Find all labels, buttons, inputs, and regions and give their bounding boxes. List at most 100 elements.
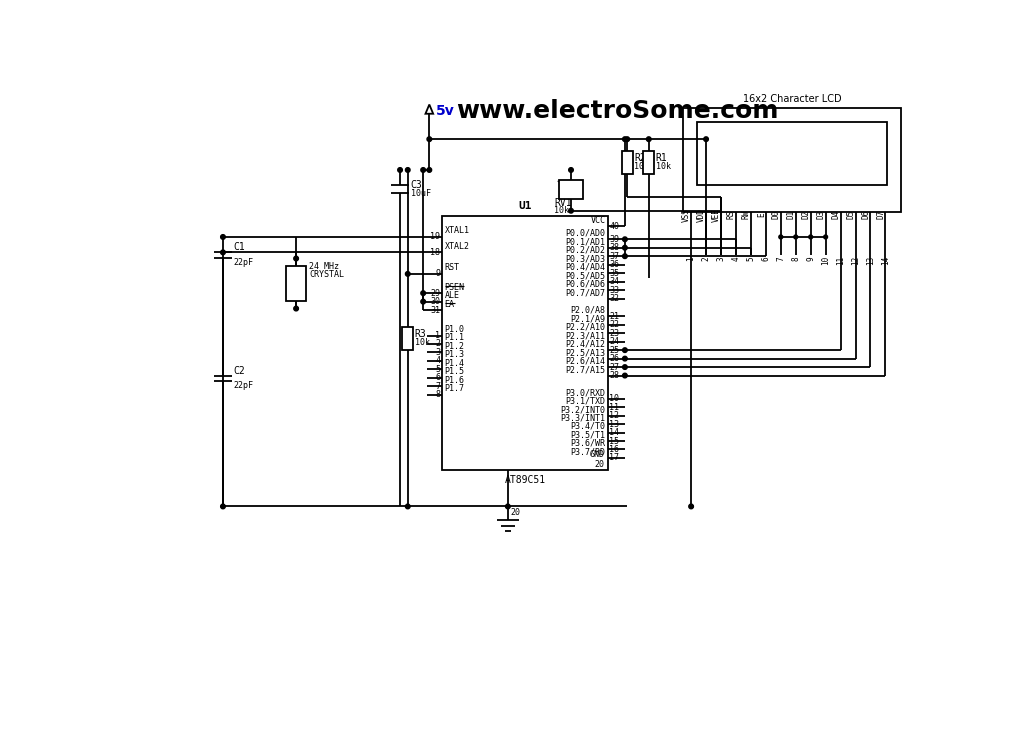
Text: P3.7/RD: P3.7/RD bbox=[570, 447, 605, 456]
Circle shape bbox=[427, 168, 432, 172]
Text: 12: 12 bbox=[851, 256, 860, 265]
Circle shape bbox=[568, 168, 573, 172]
Text: PSEN: PSEN bbox=[444, 282, 465, 291]
Text: 14: 14 bbox=[881, 256, 890, 265]
Text: 11: 11 bbox=[609, 403, 620, 412]
Text: 13: 13 bbox=[866, 256, 874, 265]
Text: 10k: 10k bbox=[554, 206, 569, 215]
Text: P1.3: P1.3 bbox=[444, 351, 465, 360]
Circle shape bbox=[220, 504, 225, 509]
Bar bbox=[697, 122, 887, 185]
Text: 5: 5 bbox=[435, 365, 440, 374]
Text: 35: 35 bbox=[609, 269, 620, 278]
Bar bbox=[683, 109, 900, 212]
Text: www.electroSome.com: www.electroSome.com bbox=[457, 99, 779, 123]
Text: 23: 23 bbox=[609, 329, 620, 338]
Circle shape bbox=[625, 137, 630, 142]
Text: C2: C2 bbox=[233, 366, 246, 375]
Circle shape bbox=[397, 168, 402, 172]
Text: C3: C3 bbox=[411, 181, 423, 190]
Circle shape bbox=[406, 272, 410, 276]
Text: 22: 22 bbox=[609, 321, 620, 330]
Bar bbox=[559, 180, 584, 199]
Text: 10k: 10k bbox=[655, 163, 671, 172]
Text: 37: 37 bbox=[609, 252, 620, 261]
Text: E: E bbox=[757, 212, 766, 217]
Text: 2: 2 bbox=[701, 256, 711, 261]
Text: 8: 8 bbox=[792, 256, 800, 261]
Circle shape bbox=[421, 300, 425, 304]
Text: P2.0/A8: P2.0/A8 bbox=[570, 306, 605, 315]
Text: P0.3/AD3: P0.3/AD3 bbox=[565, 254, 605, 263]
Text: 21: 21 bbox=[609, 312, 620, 321]
Text: R3: R3 bbox=[415, 329, 426, 339]
Text: 10: 10 bbox=[609, 394, 620, 403]
Text: 24 MHz: 24 MHz bbox=[309, 261, 339, 270]
Text: VDD: VDD bbox=[697, 207, 707, 222]
Circle shape bbox=[623, 137, 628, 142]
Text: 4: 4 bbox=[435, 357, 440, 366]
Text: 34: 34 bbox=[609, 277, 620, 286]
Text: ALE: ALE bbox=[444, 291, 460, 300]
Text: 3: 3 bbox=[717, 256, 726, 261]
Text: P2.7/A15: P2.7/A15 bbox=[565, 365, 605, 374]
Text: P3.5/T1: P3.5/T1 bbox=[570, 431, 605, 440]
Circle shape bbox=[294, 306, 298, 311]
Text: 7: 7 bbox=[435, 382, 440, 391]
Circle shape bbox=[406, 168, 410, 172]
Text: 6: 6 bbox=[761, 256, 770, 261]
Circle shape bbox=[623, 237, 628, 242]
Text: 14: 14 bbox=[609, 428, 620, 437]
Text: P2.5/A13: P2.5/A13 bbox=[565, 348, 605, 357]
Text: D7: D7 bbox=[877, 210, 886, 219]
Text: 4: 4 bbox=[731, 256, 740, 261]
Circle shape bbox=[623, 373, 628, 377]
Text: RST: RST bbox=[444, 264, 460, 273]
Text: 6: 6 bbox=[435, 373, 440, 382]
Text: VCC: VCC bbox=[591, 216, 605, 225]
Bar bbox=[402, 327, 413, 350]
Text: XTAL2: XTAL2 bbox=[444, 242, 470, 251]
Bar bbox=[442, 216, 608, 470]
Circle shape bbox=[646, 137, 651, 142]
Text: D0: D0 bbox=[772, 210, 780, 219]
Text: P3.2/INT0: P3.2/INT0 bbox=[561, 405, 605, 414]
Text: P0.2/AD2: P0.2/AD2 bbox=[565, 246, 605, 255]
Circle shape bbox=[421, 168, 425, 172]
Text: P3.1/TXD: P3.1/TXD bbox=[565, 396, 605, 405]
Text: 10k: 10k bbox=[415, 339, 430, 348]
Text: D4: D4 bbox=[831, 210, 841, 219]
Text: P1.2: P1.2 bbox=[444, 342, 465, 351]
Text: 1: 1 bbox=[687, 256, 695, 261]
Text: P2.4/A12: P2.4/A12 bbox=[565, 339, 605, 348]
Text: 22pF: 22pF bbox=[233, 258, 254, 267]
Text: 9: 9 bbox=[806, 256, 815, 261]
Text: P0.1/AD1: P0.1/AD1 bbox=[565, 237, 605, 246]
Text: 2: 2 bbox=[435, 339, 440, 348]
Bar bbox=[643, 151, 654, 174]
Text: 11: 11 bbox=[836, 256, 845, 265]
Text: P0.0/AD0: P0.0/AD0 bbox=[565, 228, 605, 237]
Text: 20: 20 bbox=[510, 508, 520, 517]
Text: 17: 17 bbox=[609, 453, 620, 462]
Text: 1: 1 bbox=[435, 331, 440, 340]
Text: CRYSTAL: CRYSTAL bbox=[309, 270, 344, 279]
Text: 27: 27 bbox=[609, 363, 620, 372]
Text: P3.6/WR: P3.6/WR bbox=[570, 439, 605, 448]
Text: 33: 33 bbox=[609, 285, 620, 294]
Text: 26: 26 bbox=[609, 354, 620, 363]
Text: 28: 28 bbox=[609, 371, 620, 380]
Text: P0.7/AD7: P0.7/AD7 bbox=[565, 288, 605, 297]
Circle shape bbox=[779, 235, 782, 239]
Text: C1: C1 bbox=[233, 243, 246, 252]
Text: P2.1/A9: P2.1/A9 bbox=[570, 314, 605, 323]
Text: 7: 7 bbox=[776, 256, 785, 261]
Circle shape bbox=[809, 235, 813, 239]
Text: 15: 15 bbox=[609, 437, 620, 446]
Text: 3: 3 bbox=[435, 348, 440, 357]
Text: R1: R1 bbox=[655, 153, 668, 163]
Text: RS: RS bbox=[727, 210, 736, 219]
Text: 20: 20 bbox=[595, 460, 605, 469]
Circle shape bbox=[294, 256, 298, 261]
Circle shape bbox=[623, 348, 628, 353]
